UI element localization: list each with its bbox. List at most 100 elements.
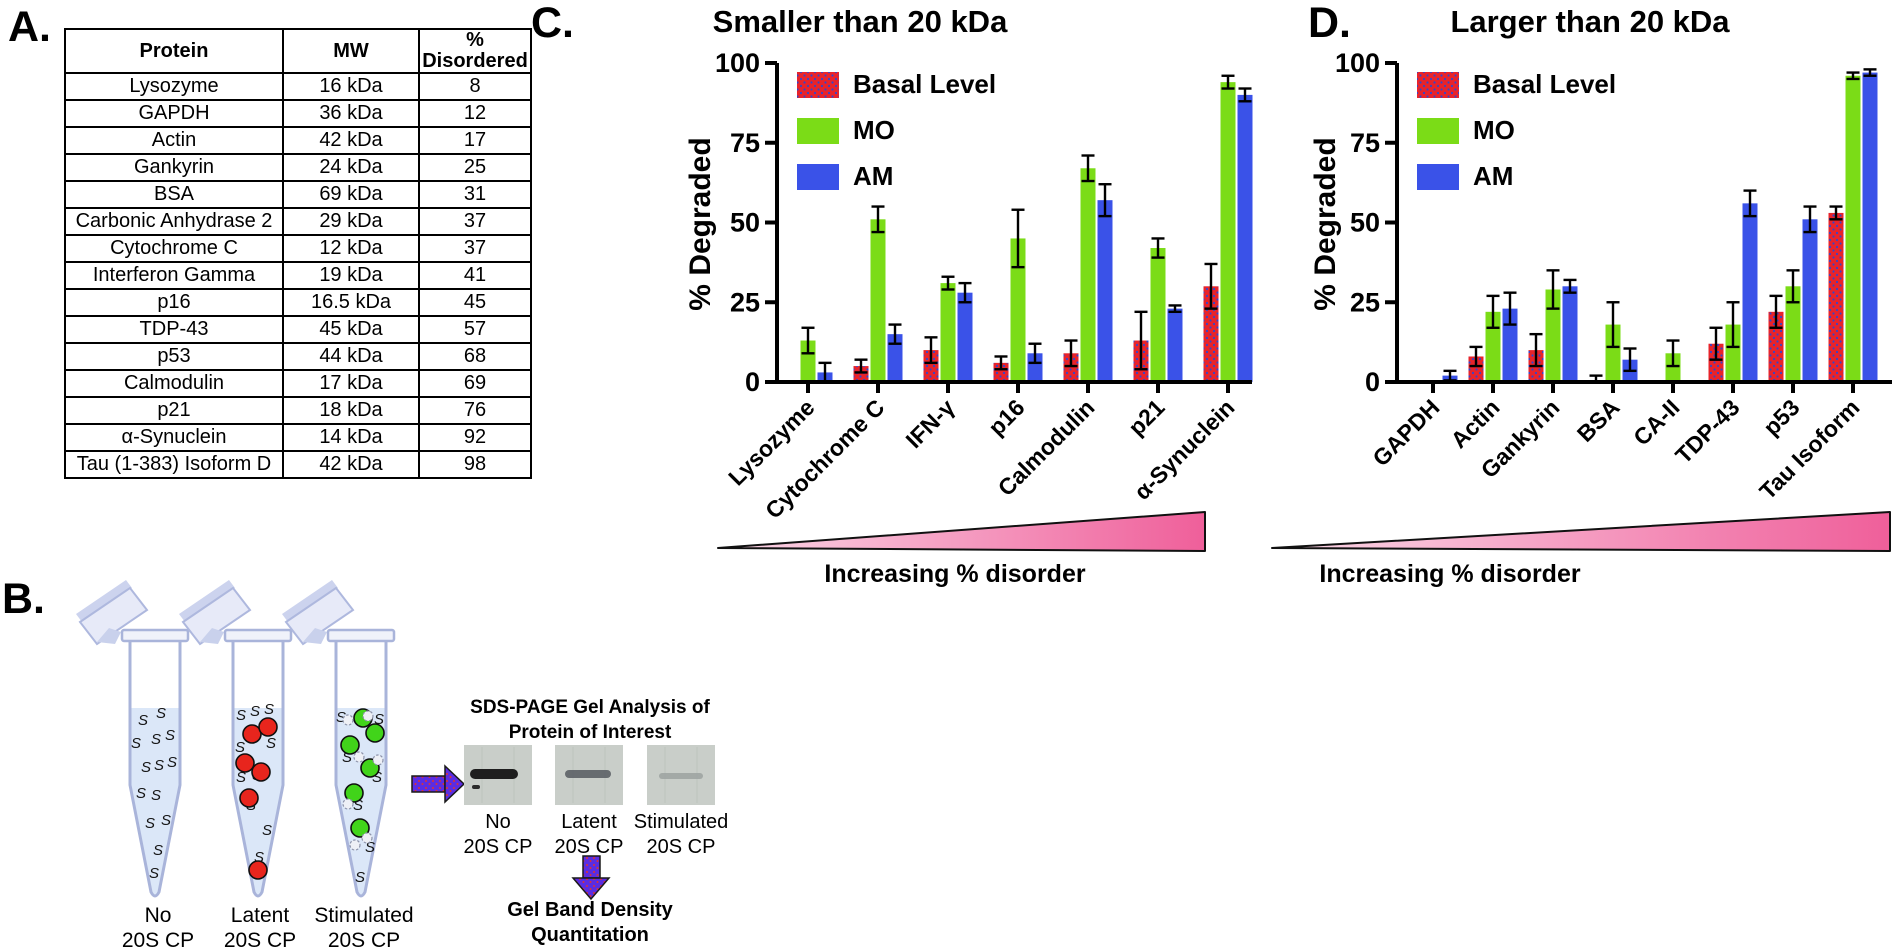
table-row: Lysozyme 16 kDa 8: [64, 72, 532, 101]
table-cell: Calmodulin: [64, 369, 284, 398]
x-category-label: IFN-γ: [900, 394, 959, 453]
x-category-label: GAPDH: [1367, 394, 1444, 471]
legend-label-am: AM: [853, 161, 893, 191]
bar-mo-6: [1785, 286, 1801, 382]
table-cell: 24 kDa: [282, 153, 420, 182]
tube-rim: [326, 628, 396, 643]
table-cell: 17: [418, 126, 532, 155]
table-row: Actin 42 kDa 17: [64, 126, 532, 155]
table-cell: 42 kDa: [282, 450, 420, 479]
table-cell: 41: [418, 261, 532, 290]
proteasome-red-circle: [258, 717, 278, 737]
degraded-fragment: [361, 832, 373, 844]
table-cell: α-Synuclein: [64, 423, 284, 452]
table-cell: 17 kDa: [282, 369, 420, 398]
tube-lid-edge: [179, 580, 235, 622]
proteasome-green-circle: [365, 723, 385, 743]
panel-b-label: B.: [2, 575, 45, 623]
tube-lid-edge: [76, 580, 132, 622]
tube-label-no-line2: 20S CP: [121, 929, 195, 952]
table-cell: 12 kDa: [282, 234, 420, 263]
tube-liquid: [336, 708, 386, 896]
substrate-squiggle: S: [262, 822, 272, 839]
bar-mo-1: [870, 219, 886, 382]
substrate-squiggle: S: [336, 709, 346, 726]
bar-am-5: [1167, 308, 1183, 382]
legend-swatch-am: [1417, 164, 1459, 190]
bar-basal-2: [923, 350, 939, 382]
gel-band-faint: [659, 773, 703, 779]
quantitation-label: Gel Band Density Quantitation: [470, 898, 710, 948]
tube-rim: [223, 628, 293, 643]
tube-label-stimulated: Stimulated 20S CP: [299, 903, 429, 952]
table-cell: 16 kDa: [282, 72, 420, 101]
bar-mo-1: [1485, 311, 1501, 382]
gel-image-2: [555, 745, 623, 805]
bar-am-7: [1862, 72, 1878, 382]
substrate-squiggle: S: [153, 842, 163, 859]
degraded-fragment: [349, 839, 361, 851]
gel-band-dark: [470, 769, 518, 779]
table-cell: 8: [418, 72, 532, 101]
degraded-fragment: [362, 710, 374, 722]
x-category-label: p53: [1758, 394, 1804, 440]
y-tick-label: 50: [730, 208, 760, 238]
gel-band-medium: [565, 770, 611, 778]
gel-title-line2: Protein of Interest: [508, 722, 672, 743]
y-tick-label: 50: [1350, 208, 1380, 238]
table-row: BSA 69 kDa 31: [64, 180, 532, 209]
legend-label-mo: MO: [1473, 115, 1515, 145]
gel-image-3: [647, 745, 715, 805]
y-tick-label: 25: [730, 287, 760, 317]
bar-mo-5: [1725, 324, 1741, 382]
table-header-cell: Protein: [64, 28, 284, 74]
gel-lane-latent-line1: Latent: [561, 811, 617, 833]
table-cell: GAPDH: [64, 99, 284, 128]
table-row: TDP-43 45 kDa 57: [64, 315, 532, 344]
table-cell: 37: [418, 234, 532, 263]
table-cell: 12: [418, 99, 532, 128]
table-cell: 98: [418, 450, 532, 479]
degraded-fragment: [342, 714, 354, 726]
gel-lane-stimulated-line1: Stimulated: [633, 811, 729, 833]
flow-arrow-down: [571, 855, 611, 901]
bar-basal-1: [1468, 356, 1484, 382]
tube-label-no: No 20S CP: [93, 903, 223, 952]
table-row: p21 18 kDa 76: [64, 396, 532, 425]
tube-hinge: [200, 628, 224, 644]
tube-outline: [231, 638, 285, 898]
x-category-label: CA-II: [1628, 394, 1684, 450]
proteasome-red-circle: [248, 860, 268, 880]
legend-label-basal: Basal Level: [1473, 69, 1616, 99]
table-cell: 19 kDa: [282, 261, 420, 290]
substrate-squiggle: S: [342, 749, 352, 766]
degraded-fragment: [353, 751, 365, 763]
gel-band-minor: [472, 785, 480, 789]
table-row: Carbonic Anhydrase 2 29 kDa 37: [64, 207, 532, 236]
table-row: Cytochrome C 12 kDa 37: [64, 234, 532, 263]
substrate-squiggle: S: [136, 785, 146, 802]
table-cell: Actin: [64, 126, 284, 155]
tube-label-latent-line2: 20S CP: [223, 929, 297, 952]
tube-label-latent: Latent 20S CP: [195, 903, 325, 952]
substrate-squiggle: S: [131, 735, 141, 752]
tube-lid: [78, 586, 149, 646]
tube-lid: [181, 586, 252, 646]
x-category-label: BSA: [1572, 394, 1625, 447]
tube-label-stimulated-line1: Stimulated: [314, 904, 414, 927]
table-cell: p21: [64, 396, 284, 425]
substrate-squiggle: S: [372, 769, 382, 786]
table-cell: BSA: [64, 180, 284, 209]
table-cell: 16.5 kDa: [282, 288, 420, 317]
table-cell: Carbonic Anhydrase 2: [64, 207, 284, 236]
table-cell: 25: [418, 153, 532, 182]
legend-swatch-mo: [797, 118, 839, 144]
bar-am-6: [1237, 94, 1253, 383]
y-tick-label: 100: [1335, 48, 1380, 78]
table-cell: Cytochrome C: [64, 234, 284, 263]
substrate-squiggle: S: [365, 839, 375, 856]
table-cell: 76: [418, 396, 532, 425]
substrate-squiggle: S: [235, 739, 245, 756]
tube-label-no-line1: No: [144, 904, 172, 927]
